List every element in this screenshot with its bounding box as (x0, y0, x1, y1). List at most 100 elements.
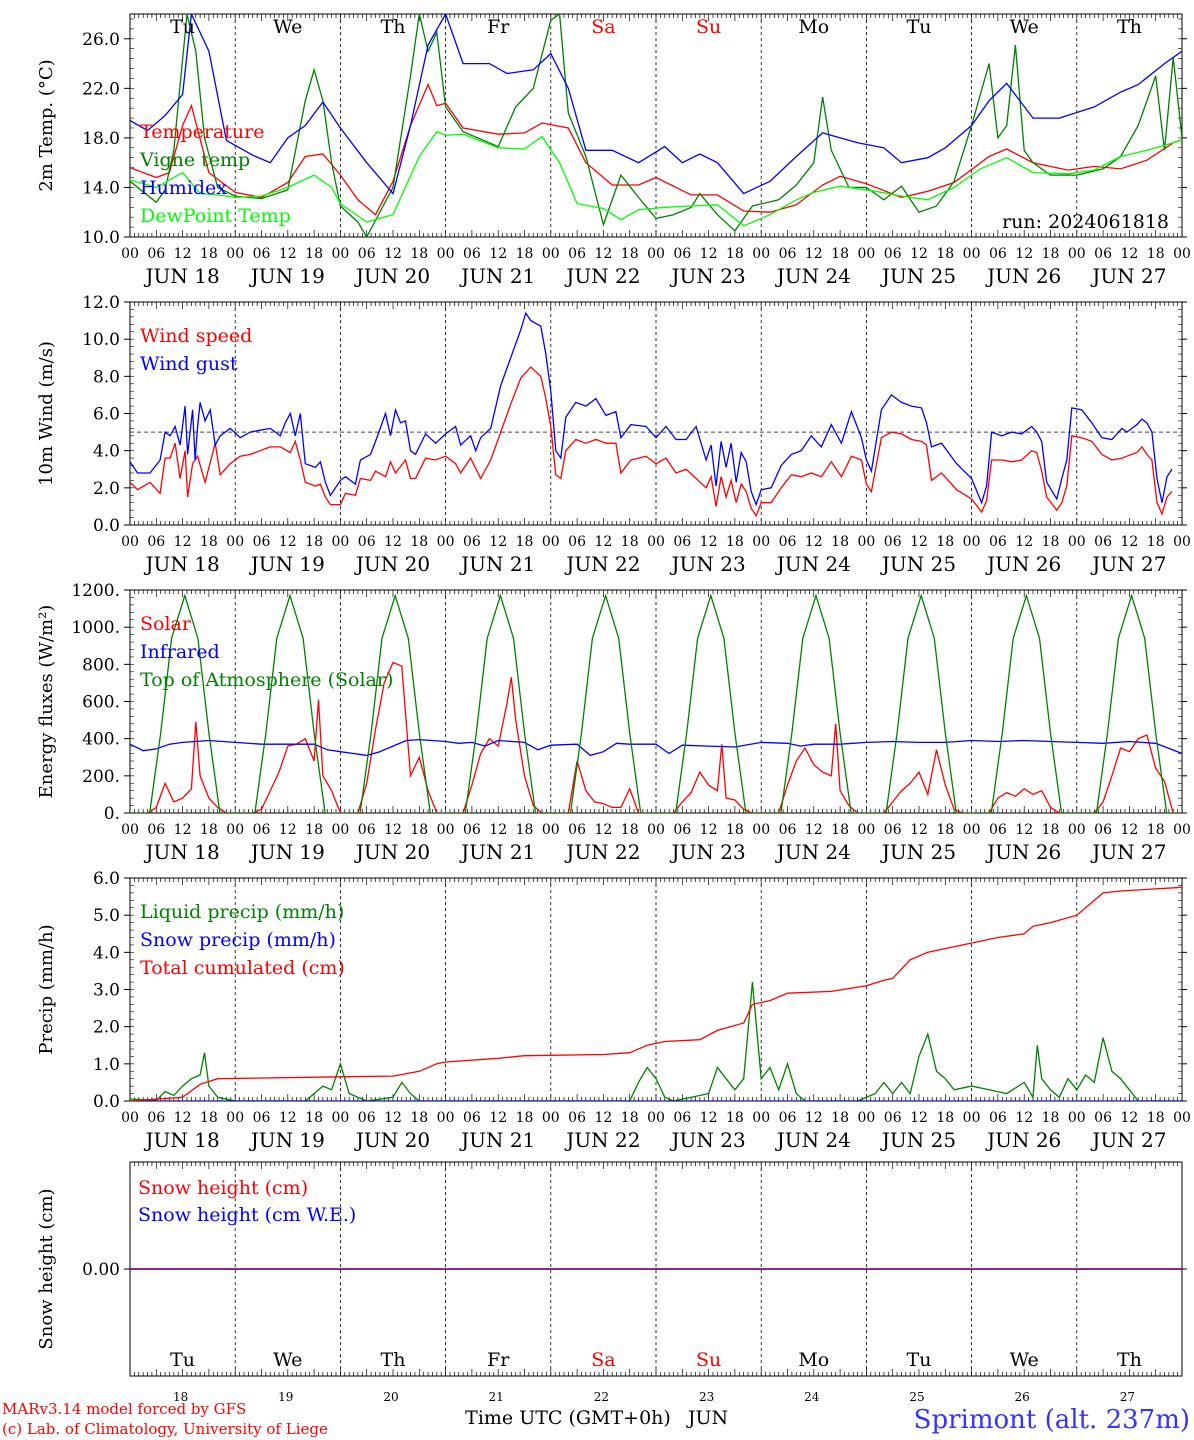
date-label: JUN 25 (880, 1128, 956, 1152)
hour-label: 12 (279, 1110, 297, 1126)
date-label: JUN 20 (354, 552, 430, 576)
date-label: JUN 26 (985, 1128, 1061, 1152)
hour-label: 06 (1094, 822, 1112, 838)
day-name-bottom: We (1010, 1349, 1039, 1371)
y-tick-label: 2.0 (93, 1018, 120, 1038)
hour-label: 06 (463, 822, 481, 838)
hour-label: 12 (594, 822, 612, 838)
date-label: JUN 19 (249, 552, 325, 576)
panel-5: 0.00 Snow height (cm) Snow height (cm) Snow… (36, 1161, 1187, 1377)
hour-label: 18 (1147, 534, 1165, 550)
y-tick-label: 4.0 (93, 442, 120, 462)
hour-label: 18 (831, 246, 849, 262)
hour-label: 06 (673, 822, 691, 838)
panel-3: 0. 200. 400. 600. 800. 1000. 1200. Energy fluxe… (36, 581, 1191, 864)
series-wind-speed (130, 366, 1173, 518)
hour-label: 06 (884, 246, 902, 262)
series-vigne-temp (130, 14, 1182, 237)
hour-label: 18 (305, 246, 323, 262)
footer-credit-line-2: (c) Lab. of Climatology, University of L… (2, 1420, 328, 1438)
hour-label: 12 (910, 534, 928, 550)
hour-label: 06 (989, 1110, 1007, 1126)
hour-label: 18 (305, 534, 323, 550)
y-tick-label: 0.0 (93, 1092, 120, 1112)
plot-frame (129, 301, 1183, 526)
hour-label: 00 (437, 246, 455, 262)
series-top-of-atmosphere-solar (130, 593, 1182, 813)
hour-label: 00 (963, 1110, 981, 1126)
y-axis-label: 10m Wind (m/s) (36, 341, 57, 486)
hour-label: 12 (910, 1110, 928, 1126)
run-label: run: 2024061818 (1002, 211, 1169, 233)
day-number: 24 (804, 1390, 820, 1404)
hour-label: 12 (384, 534, 402, 550)
y-tick-label: 400. (82, 730, 120, 750)
y-tick-label: 26.0 (82, 30, 120, 50)
hour-label: 06 (1094, 534, 1112, 550)
hour-label: 12 (489, 822, 507, 838)
hour-label: 18 (621, 246, 639, 262)
y-tick-label: 5.0 (93, 906, 120, 926)
day-number: 20 (383, 1390, 398, 1404)
hour-label: 00 (331, 246, 349, 262)
hour-label: 00 (437, 822, 455, 838)
legend-entry: Snow height (cm) (138, 1177, 308, 1199)
y-tick-label: 1200. (71, 581, 120, 601)
day-name-bottom: We (273, 1349, 302, 1371)
hour-label: 06 (463, 246, 481, 262)
hour-label: 00 (752, 534, 770, 550)
hour-label: 12 (174, 1110, 192, 1126)
legend-entry: Wind gust (140, 353, 238, 375)
hour-label: 00 (121, 1110, 139, 1126)
hour-label: 12 (594, 246, 612, 262)
date-label: JUN 22 (564, 840, 640, 864)
hour-label: 06 (358, 246, 376, 262)
hour-label: 12 (805, 246, 823, 262)
hour-label: 00 (1068, 534, 1086, 550)
hour-label: 12 (384, 1110, 402, 1126)
day-name-top: Tu (907, 16, 932, 38)
day-name-top: Mo (798, 16, 829, 38)
day-number: 26 (1015, 1390, 1030, 1404)
hour-label: 18 (516, 822, 534, 838)
hour-label: 12 (700, 1110, 718, 1126)
legend-entry: Humidex (140, 177, 227, 199)
hour-label: 18 (1042, 534, 1060, 550)
date-label: JUN 25 (880, 840, 956, 864)
date-label: JUN 24 (775, 840, 851, 864)
day-name-bottom: Tu (907, 1349, 932, 1371)
series-wind-gust (130, 311, 1173, 507)
hour-label: 00 (121, 246, 139, 262)
day-name-bottom: Tu (170, 1349, 195, 1371)
hour-label: 18 (621, 822, 639, 838)
hour-label: 12 (1120, 534, 1138, 550)
hour-label: 06 (673, 534, 691, 550)
legend-entry: Solar (140, 613, 192, 635)
hour-label: 12 (1120, 246, 1138, 262)
day-name-bottom: Th (381, 1349, 406, 1371)
hour-label: 00 (542, 534, 560, 550)
y-axis-label: 2m Temp. (°C) (36, 59, 57, 191)
hour-label: 06 (568, 1110, 586, 1126)
y-tick-label: 2.0 (93, 479, 120, 499)
hour-label: 18 (200, 1110, 218, 1126)
y-tick-label: 14.0 (82, 178, 120, 198)
day-name-top: We (1010, 16, 1039, 38)
hour-label: 00 (331, 822, 349, 838)
legend-entry: Total cumulated (cm) (140, 957, 345, 979)
day-name-bottom: Fr (487, 1349, 510, 1371)
hour-label: 06 (358, 822, 376, 838)
hour-label: 18 (1147, 822, 1165, 838)
hour-label: 00 (647, 1110, 665, 1126)
y-tick-label: 10.0 (82, 228, 120, 248)
date-label: JUN 26 (985, 552, 1061, 576)
hour-label: 18 (726, 822, 744, 838)
hour-label: 00 (1068, 822, 1086, 838)
date-label: JUN 26 (985, 840, 1061, 864)
hour-label: 06 (147, 534, 165, 550)
day-number: 19 (278, 1390, 293, 1404)
hour-label: 18 (831, 1110, 849, 1126)
hour-label: 00 (857, 822, 875, 838)
y-tick-label: 4.0 (93, 943, 120, 963)
date-label: JUN 22 (564, 552, 640, 576)
